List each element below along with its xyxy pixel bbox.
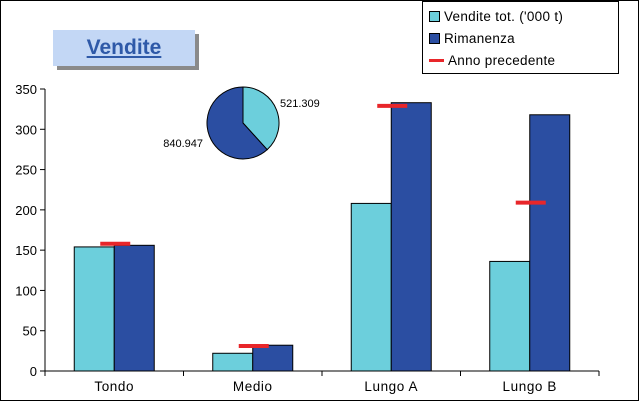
legend-label-vendite: Vendite tot. ('000 t) [444, 8, 564, 24]
y-tick-label: 150 [15, 243, 37, 258]
chart-title: Vendite [86, 36, 162, 59]
y-tick-label: 100 [15, 283, 37, 298]
x-tick-label: Medio [233, 379, 273, 394]
legend-item-anno-precedente: Anno precedente [429, 49, 618, 71]
y-tick-label: 0 [30, 364, 37, 379]
pie-slice [206, 86, 268, 160]
legend-label-rimanenza: Rimanenza [444, 30, 515, 46]
y-tick-label: 350 [15, 82, 37, 97]
y-tick-label: 250 [15, 163, 37, 178]
legend-label-anno-precedente: Anno precedente [448, 52, 556, 68]
legend-item-rimanenza: Rimanenza [429, 27, 618, 49]
legend-swatch-anno-precedente [429, 58, 444, 62]
bar-rimanenza [529, 114, 571, 372]
bar-rimanenza [252, 344, 294, 372]
legend-swatch-rimanenza [429, 32, 440, 44]
chart-title-box: Vendite [53, 30, 195, 66]
bar-vendite [212, 352, 254, 372]
y-tick-label: 200 [15, 203, 37, 218]
bar-vendite [489, 260, 531, 372]
pie-label: 521.309 [280, 98, 320, 110]
bar-vendite [73, 246, 115, 372]
pie-slice [242, 86, 280, 151]
pie-label: 840.947 [163, 138, 203, 150]
y-tick-label: 50 [23, 324, 37, 339]
bar-vendite [350, 202, 392, 372]
legend-swatch-vendite [429, 10, 440, 22]
legend-item-vendite: Vendite tot. ('000 t) [429, 5, 618, 27]
legend: Vendite tot. ('000 t) Rimanenza Anno pre… [422, 1, 619, 74]
x-tick-label: Lungo A [364, 379, 418, 394]
y-tick-label: 300 [15, 122, 37, 137]
bar-rimanenza [390, 102, 432, 372]
bar-rimanenza [113, 244, 155, 372]
x-tick-label: Tondo [94, 379, 134, 394]
x-tick-label: Lungo B [503, 379, 558, 394]
